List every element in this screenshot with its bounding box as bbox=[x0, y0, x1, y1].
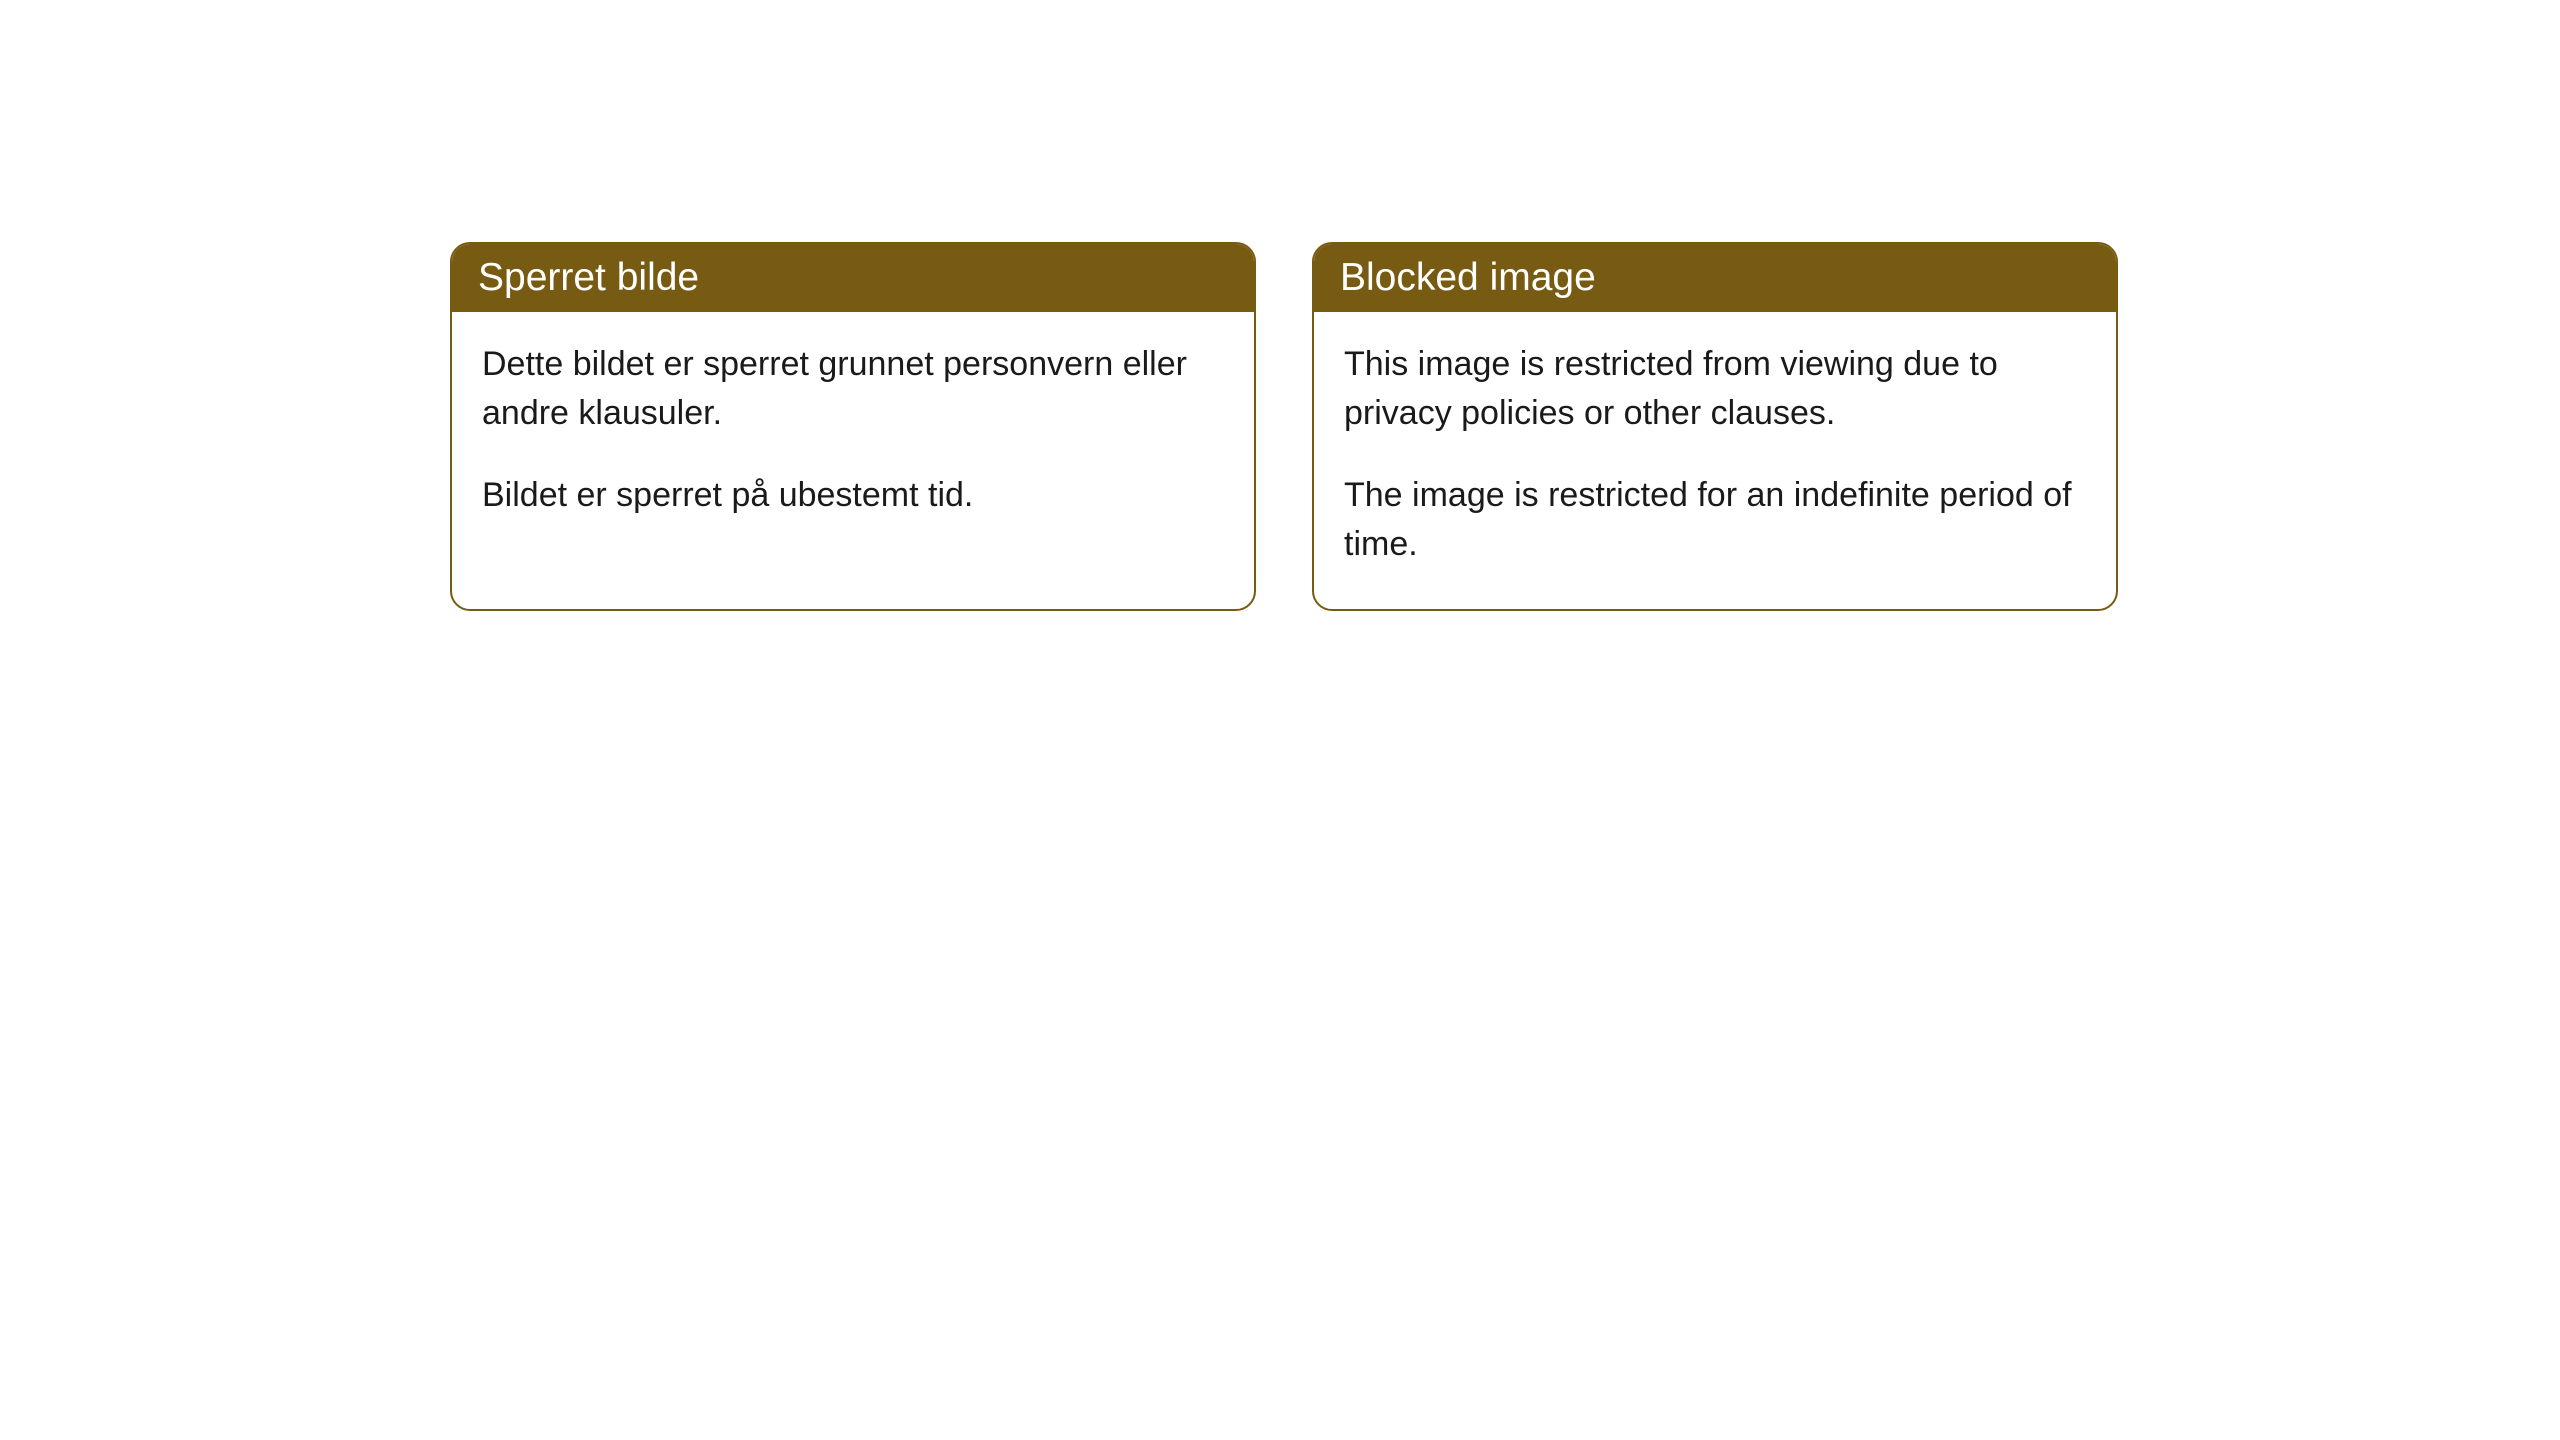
notice-cards-container: Sperret bilde Dette bildet er sperret gr… bbox=[450, 242, 2118, 611]
card-header-english: Blocked image bbox=[1314, 244, 2116, 312]
blocked-image-card-norwegian: Sperret bilde Dette bildet er sperret gr… bbox=[450, 242, 1256, 611]
card-paragraph-2: The image is restricted for an indefinit… bbox=[1344, 471, 2086, 570]
card-paragraph-2: Bildet er sperret på ubestemt tid. bbox=[482, 471, 1224, 520]
blocked-image-card-english: Blocked image This image is restricted f… bbox=[1312, 242, 2118, 611]
card-header-norwegian: Sperret bilde bbox=[452, 244, 1254, 312]
card-paragraph-1: This image is restricted from viewing du… bbox=[1344, 340, 2086, 439]
card-body-norwegian: Dette bildet er sperret grunnet personve… bbox=[452, 312, 1254, 560]
card-body-english: This image is restricted from viewing du… bbox=[1314, 312, 2116, 609]
card-paragraph-1: Dette bildet er sperret grunnet personve… bbox=[482, 340, 1224, 439]
